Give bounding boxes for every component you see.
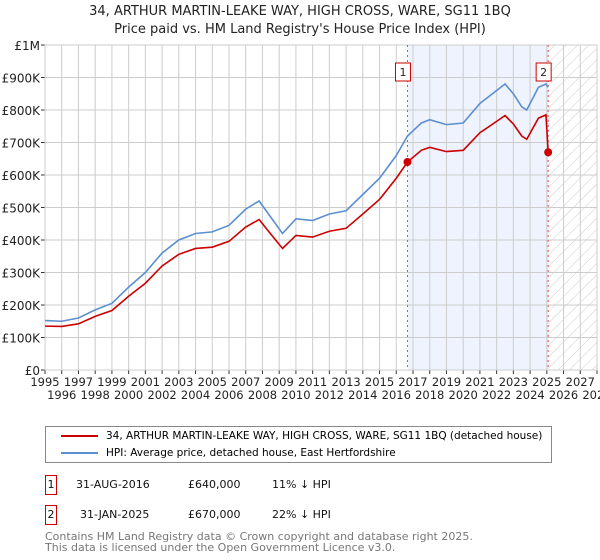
x-tick-label: 2011 [298, 375, 327, 389]
x-tick-label: 2027 [566, 375, 595, 389]
x-tick-label: 2001 [131, 375, 160, 389]
legend-item-hpi: HPI: Average price, detached house, East… [61, 447, 396, 459]
legend: 34, ARTHUR MARTIN-LEAKE WAY, HIGH CROSS,… [45, 426, 552, 463]
legend-item-property: 34, ARTHUR MARTIN-LEAKE WAY, HIGH CROSS,… [61, 430, 542, 442]
x-tick-label: 2009 [265, 375, 294, 389]
x-tick-label: 2008 [248, 388, 277, 402]
x-tick-label: 2012 [315, 388, 344, 402]
sale-row-2: 2 31-JAN-2025 £670,000 22% ↓ HPI [45, 505, 545, 525]
x-tick-label: 2021 [465, 375, 494, 389]
price-chart: 1995199619971998199920002001200220032004… [2, 39, 600, 402]
x-tick-label: 2024 [515, 388, 544, 402]
sale-hpi-diff: 22% ↓ HPI [272, 508, 331, 521]
sale-label: 1 [399, 66, 406, 79]
sale-hpi-diff: 11% ↓ HPI [272, 478, 331, 491]
x-tick-label: 1999 [97, 375, 126, 389]
chart-subtitle: Price paid vs. HM Land Registry's House … [114, 22, 486, 37]
x-tick-label: 2022 [482, 388, 511, 402]
x-tick-label: 2020 [449, 388, 478, 402]
x-tick-label: 1995 [30, 375, 59, 389]
y-tick-label: £500K [2, 202, 42, 216]
x-tick-label: 2004 [181, 388, 210, 402]
sale-point [544, 148, 553, 157]
x-tick-label: 1998 [81, 388, 110, 402]
x-tick-label: 2016 [382, 388, 411, 402]
footer: Contains HM Land Registry data © Crown c… [45, 531, 473, 553]
x-tick-label: 1997 [64, 375, 93, 389]
footer-line: Contains HM Land Registry data © Crown c… [45, 530, 473, 543]
x-tick-label: 2023 [499, 375, 528, 389]
y-tick-label: £800K [2, 104, 42, 118]
x-tick-label: 2010 [281, 388, 310, 402]
y-tick-label: £300K [2, 267, 42, 281]
property-price-line [44, 113, 549, 328]
x-tick-label: 2013 [331, 375, 360, 389]
x-tick-label: 2018 [415, 388, 444, 402]
x-tick-label: 2017 [398, 375, 427, 389]
x-tick-label: 2019 [432, 375, 461, 389]
sale-row-1: 1 31-AUG-2016 £640,000 11% ↓ HPI [45, 475, 545, 495]
legend-label: 34, ARTHUR MARTIN-LEAKE WAY, HIGH CROSS,… [106, 430, 543, 442]
x-tick-label: 2005 [198, 375, 227, 389]
y-tick-label: £600K [2, 169, 42, 183]
sale-marker: 2 [45, 505, 57, 525]
sale-date: 31-AUG-2016 [76, 478, 150, 491]
x-tick-label: 2007 [231, 375, 260, 389]
sale-point [403, 158, 412, 166]
sale-price: £640,000 [188, 478, 241, 491]
sale-marker: 1 [45, 475, 57, 495]
hpi-line [44, 82, 549, 323]
x-tick-label: 2025 [532, 375, 561, 389]
x-tick-label: 2000 [114, 388, 143, 402]
y-tick-label: £900K [2, 72, 42, 86]
x-tick-label: 2028 [582, 388, 600, 402]
y-tick-label: £1M [14, 39, 40, 53]
x-tick-label: 2003 [164, 375, 193, 389]
x-tick-label: 2015 [365, 375, 394, 389]
y-tick-label: £0 [25, 364, 40, 378]
sale-price: £670,000 [188, 508, 241, 521]
y-tick-label: £400K [2, 234, 42, 248]
sale-date: 31-JAN-2025 [80, 508, 150, 521]
sale-label-box [535, 62, 552, 82]
legend-label: HPI: Average price, detached house, East… [106, 447, 396, 459]
sale-label-box [394, 62, 411, 82]
y-tick-label: £100K [2, 332, 42, 346]
x-tick-label: 2002 [147, 388, 176, 402]
x-tick-label: 1996 [47, 388, 76, 402]
y-tick-label: £200K [2, 299, 42, 313]
plot-frame [44, 44, 598, 371]
x-tick-label: 2026 [549, 388, 578, 402]
sale-label: 2 [540, 66, 547, 79]
x-tick-label: 2006 [214, 388, 243, 402]
y-tick-label: £700K [2, 137, 42, 151]
footer-line: This data is licensed under the Open Gov… [45, 541, 396, 554]
x-tick-label: 2014 [348, 388, 377, 402]
chart-title: 34, ARTHUR MARTIN-LEAKE WAY, HIGH CROSS,… [89, 4, 511, 19]
